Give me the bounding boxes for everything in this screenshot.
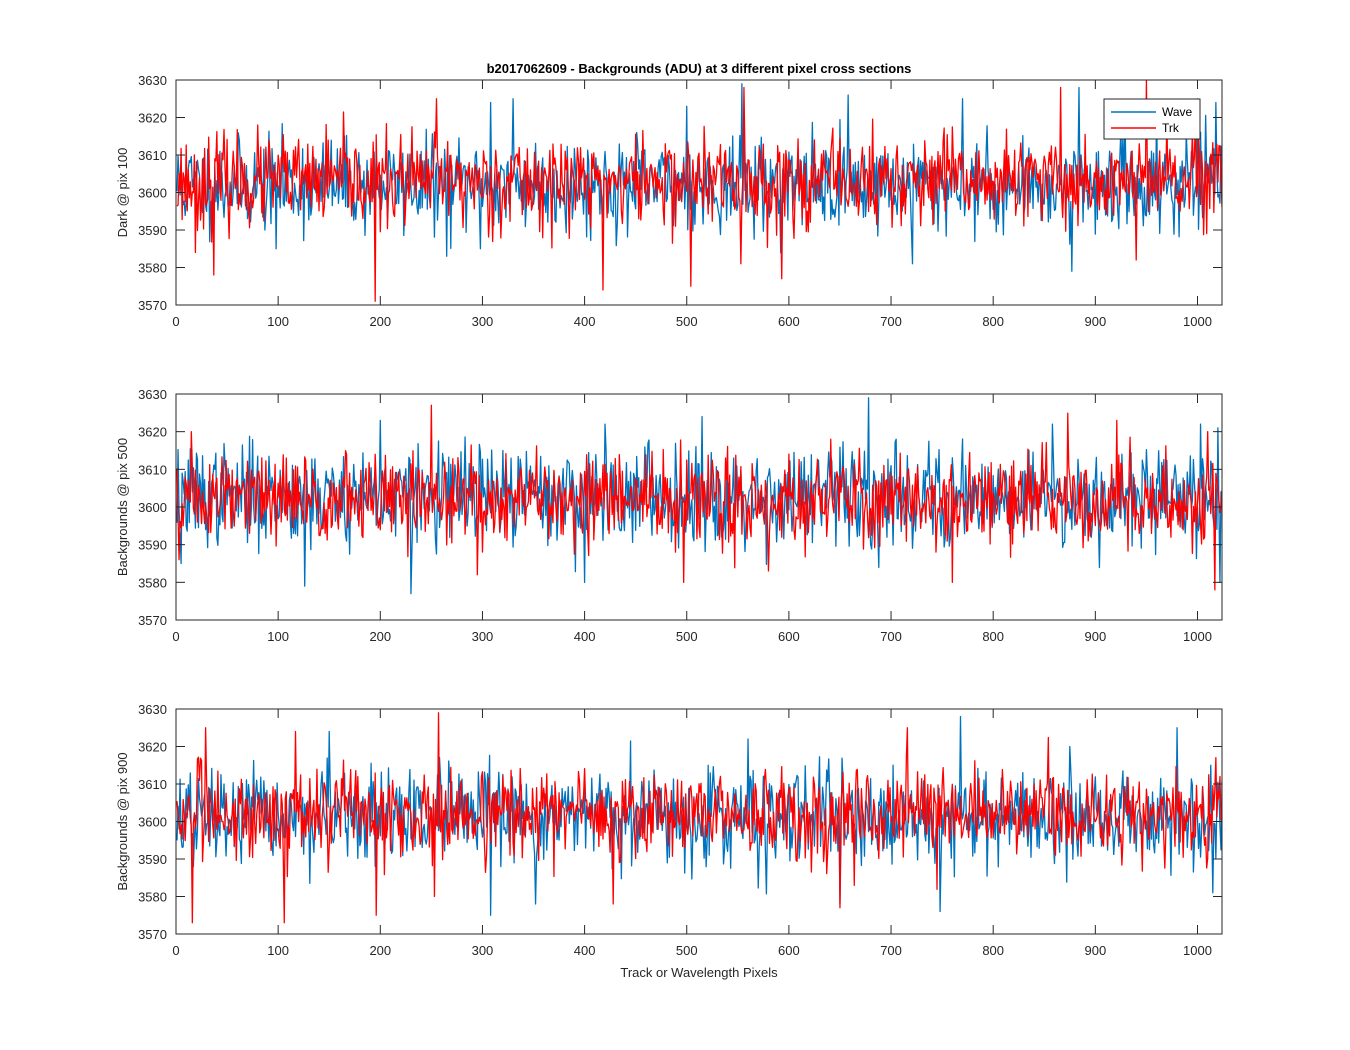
x-tick-label: 200 <box>369 314 391 329</box>
legend: Wave Trk <box>1103 98 1201 140</box>
legend-label-trk: Trk <box>1162 121 1180 135</box>
x-tick-label: 100 <box>267 943 289 958</box>
x-tick-label: 500 <box>676 629 698 644</box>
x-tick-label: 100 <box>267 629 289 644</box>
x-tick-label: 1000 <box>1183 314 1212 329</box>
x-tick-label: 400 <box>574 943 596 958</box>
x-tick-label: 0 <box>172 314 179 329</box>
x-tick-label: 500 <box>676 314 698 329</box>
series-group <box>176 80 1222 302</box>
x-tick-label: 700 <box>880 943 902 958</box>
y-tick-label: 3610 <box>138 462 167 477</box>
y-tick-label: 3590 <box>138 538 167 553</box>
y-tick-label: 3600 <box>138 815 167 830</box>
x-tick-label: 100 <box>267 314 289 329</box>
y-tick-label: 3580 <box>138 261 167 276</box>
subplot-group: 0 100 200 300 400 500 600 700 800 900 100035703580… <box>115 73 1223 958</box>
x-tick-label: 600 <box>778 629 800 644</box>
subplot-1: 0 100 200 300 400 500 600 700 800 900 1000 3570 3580… <box>115 73 1223 329</box>
y-tick-label: 3630 <box>138 702 167 717</box>
x-tick-label: 200 <box>369 943 391 958</box>
x-tick-label: 300 <box>472 314 494 329</box>
x-tick-label: 200 <box>369 629 391 644</box>
x-tick-label: 0 <box>172 943 179 958</box>
series-group <box>176 712 1222 924</box>
y-tick-label: 3620 <box>138 740 167 755</box>
y-tick-label: 3630 <box>138 387 167 402</box>
figure-title: b2017062609 - Backgrounds (ADU) at 3 dif… <box>487 61 912 76</box>
y-axis-label: Backgrounds @ pix 500 <box>115 438 130 576</box>
x-tick-label: 500 <box>676 943 698 958</box>
x-tick-label: 400 <box>574 314 596 329</box>
y-tick-label: 3610 <box>138 148 167 163</box>
x-tick-label: 800 <box>982 629 1004 644</box>
x-tick-label: 900 <box>1084 629 1106 644</box>
y-tick-label: 3600 <box>138 186 167 201</box>
y-tick-label: 3620 <box>138 111 167 126</box>
y-tick-label: 3620 <box>138 425 167 440</box>
x-tick-label: 600 <box>778 314 800 329</box>
series-group <box>176 397 1222 595</box>
y-tick-label: 3580 <box>138 890 167 905</box>
y-tick-label: 3630 <box>138 73 167 88</box>
x-tick-label: 800 <box>982 314 1004 329</box>
x-tick-label: 400 <box>574 629 596 644</box>
x-tick-label: 1000 <box>1183 943 1212 958</box>
x-tick-label: 300 <box>472 943 494 958</box>
x-tick-label: 300 <box>472 629 494 644</box>
x-tick-label: 700 <box>880 314 902 329</box>
series-line-wave <box>176 715 1222 916</box>
legend-label-wave: Wave <box>1162 105 1193 119</box>
legend-box <box>1103 98 1201 140</box>
y-axis-label: Backgrounds @ pix 900 <box>115 752 130 890</box>
series-line-trk <box>176 712 1222 924</box>
y-tick-label: 3580 <box>138 575 167 590</box>
y-tick-label: 3610 <box>138 777 167 792</box>
series-line-trk <box>176 80 1222 302</box>
x-tick-label: 700 <box>880 629 902 644</box>
subplot-2: 0 100 200 300 400 500 600 700 800 900 1000 3570 3580… <box>115 387 1223 644</box>
x-axis-label: Track or Wavelength Pixels <box>620 965 778 980</box>
x-tick-label: 900 <box>1084 943 1106 958</box>
x-tick-label: 800 <box>982 943 1004 958</box>
y-tick-label: 3590 <box>138 852 167 867</box>
x-tick-label: 900 <box>1084 314 1106 329</box>
subplot-3: 0 100 200 300 400 500 600 700 800 900 1000 3570 3580… <box>115 702 1223 958</box>
y-tick-label: 3600 <box>138 500 167 515</box>
y-tick-label: 3570 <box>138 298 167 313</box>
y-tick-label: 3590 <box>138 223 167 238</box>
x-tick-label: 1000 <box>1183 629 1212 644</box>
series-line-trk <box>176 404 1222 591</box>
y-tick-label: 3570 <box>138 927 167 942</box>
x-tick-label: 600 <box>778 943 800 958</box>
y-axis-label: Dark @ pix 100 <box>115 148 130 238</box>
x-tick-label: 0 <box>172 629 179 644</box>
y-tick-label: 3570 <box>138 613 167 628</box>
